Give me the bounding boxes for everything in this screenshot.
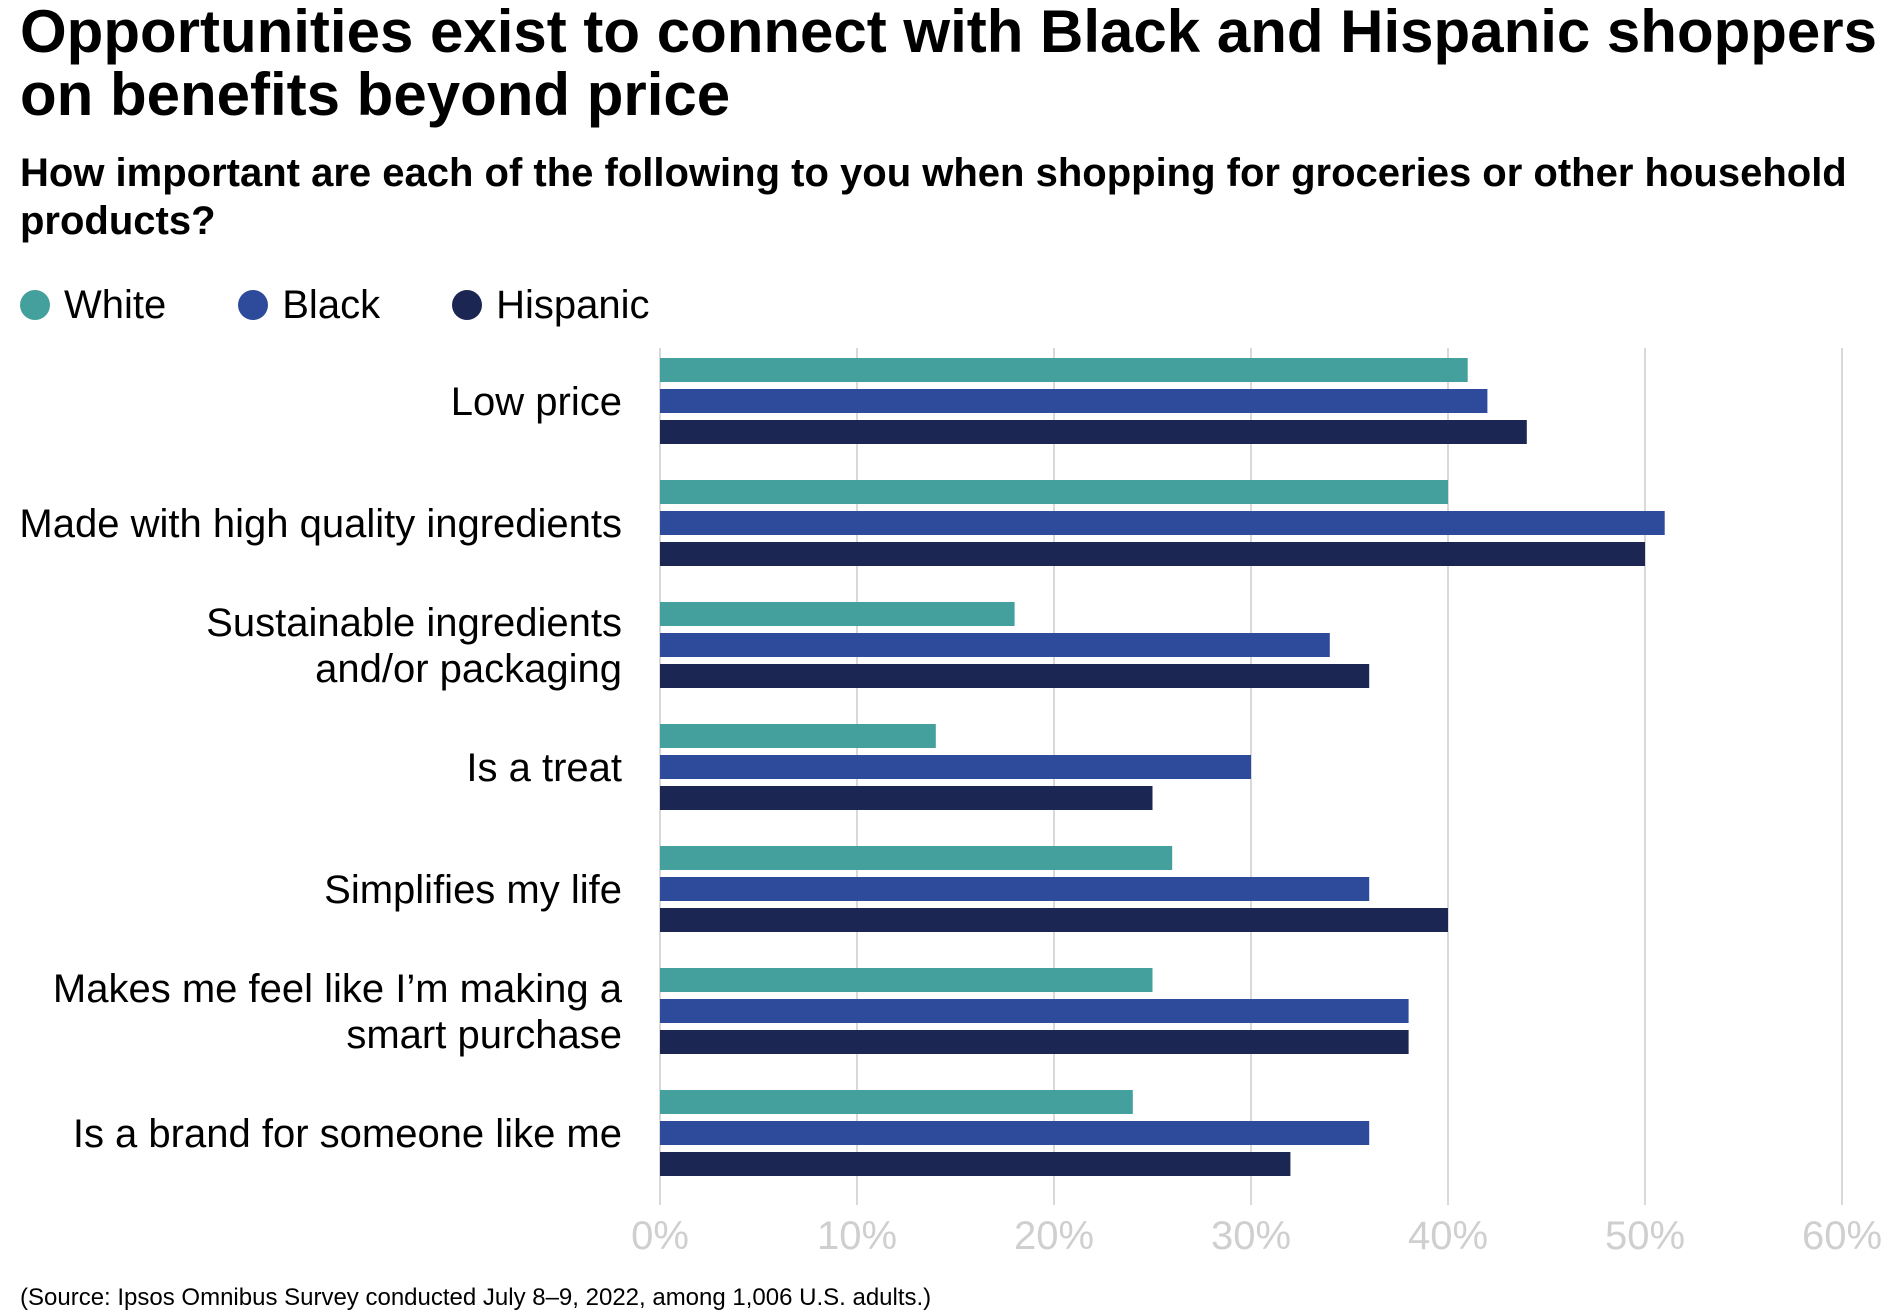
x-tick-label-50: 50%	[1605, 1214, 1685, 1258]
bar-hispanic-5	[660, 1030, 1409, 1054]
legend-label-hispanic: Hispanic	[496, 283, 650, 327]
bar-black-3	[660, 755, 1251, 779]
bar-hispanic-4	[660, 908, 1448, 932]
bar-white-4	[660, 846, 1173, 870]
legend-label-white: White	[64, 283, 167, 327]
category-label-5-line-0: Makes me feel like I’m making a	[53, 967, 623, 1011]
bar-white-6	[660, 1090, 1133, 1114]
legend-item-hispanic: Hispanic	[452, 280, 649, 330]
legend-item-black: Black	[238, 280, 380, 330]
x-tick-label-60: 60%	[1802, 1214, 1882, 1258]
category-labels: Low price Made with high quality ingredie…	[19, 380, 622, 1156]
x-tick-label-30: 30%	[1211, 1214, 1291, 1258]
category-label-2-line-0: Sustainable ingredients	[206, 601, 622, 645]
legend: White Black Hispanic	[20, 280, 721, 330]
bar-black-5	[660, 999, 1409, 1023]
bar-black-6	[660, 1121, 1370, 1145]
bar-black-0	[660, 389, 1488, 413]
bar-hispanic-0	[660, 420, 1527, 444]
category-label-3: Is a treat	[466, 746, 622, 790]
bars	[660, 358, 1665, 1176]
x-tick-label-0: 0%	[631, 1214, 689, 1258]
bar-black-4	[660, 877, 1370, 901]
legend-marker-black	[238, 290, 269, 320]
bar-hispanic-2	[660, 664, 1370, 688]
legend-marker-hispanic	[452, 290, 483, 320]
x-axis-tick-labels: 0% 10% 20% 30% 40% 50% 60%	[631, 1214, 1882, 1258]
legend-marker-white	[20, 290, 50, 320]
bar-black-1	[660, 511, 1665, 535]
source-note: (Source: Ipsos Omnibus Survey conducted …	[20, 1284, 932, 1311]
x-tick-label-40: 40%	[1408, 1214, 1488, 1258]
bar-white-3	[660, 724, 936, 748]
bar-white-0	[660, 358, 1468, 382]
bar-hispanic-6	[660, 1152, 1291, 1176]
category-label-4: Simplifies my life	[324, 868, 622, 912]
bar-hispanic-3	[660, 786, 1153, 810]
category-label-1: Made with high quality ingredients	[19, 502, 622, 546]
chart-subtitle: How important are each of the following …	[20, 151, 1847, 243]
category-label-2-line-1: and/or packaging	[315, 647, 622, 691]
legend-item-white: White	[20, 280, 166, 330]
category-label-6: Is a brand for someone like me	[73, 1112, 622, 1156]
bar-hispanic-1	[660, 542, 1645, 566]
category-label-5-line-1: smart purchase	[346, 1013, 622, 1057]
x-tick-label-20: 20%	[1014, 1214, 1094, 1258]
bar-chart: Low price Made with high quality ingredie…	[19, 348, 1882, 1258]
bar-white-2	[660, 602, 1015, 626]
bar-black-2	[660, 633, 1330, 657]
bar-white-5	[660, 968, 1153, 992]
legend-label-black: Black	[282, 283, 381, 327]
x-tick-label-10: 10%	[817, 1214, 897, 1258]
bar-white-1	[660, 480, 1448, 504]
category-label-0: Low price	[451, 380, 622, 424]
chart-title: Opportunities exist to connect with Blac…	[20, 0, 1877, 128]
